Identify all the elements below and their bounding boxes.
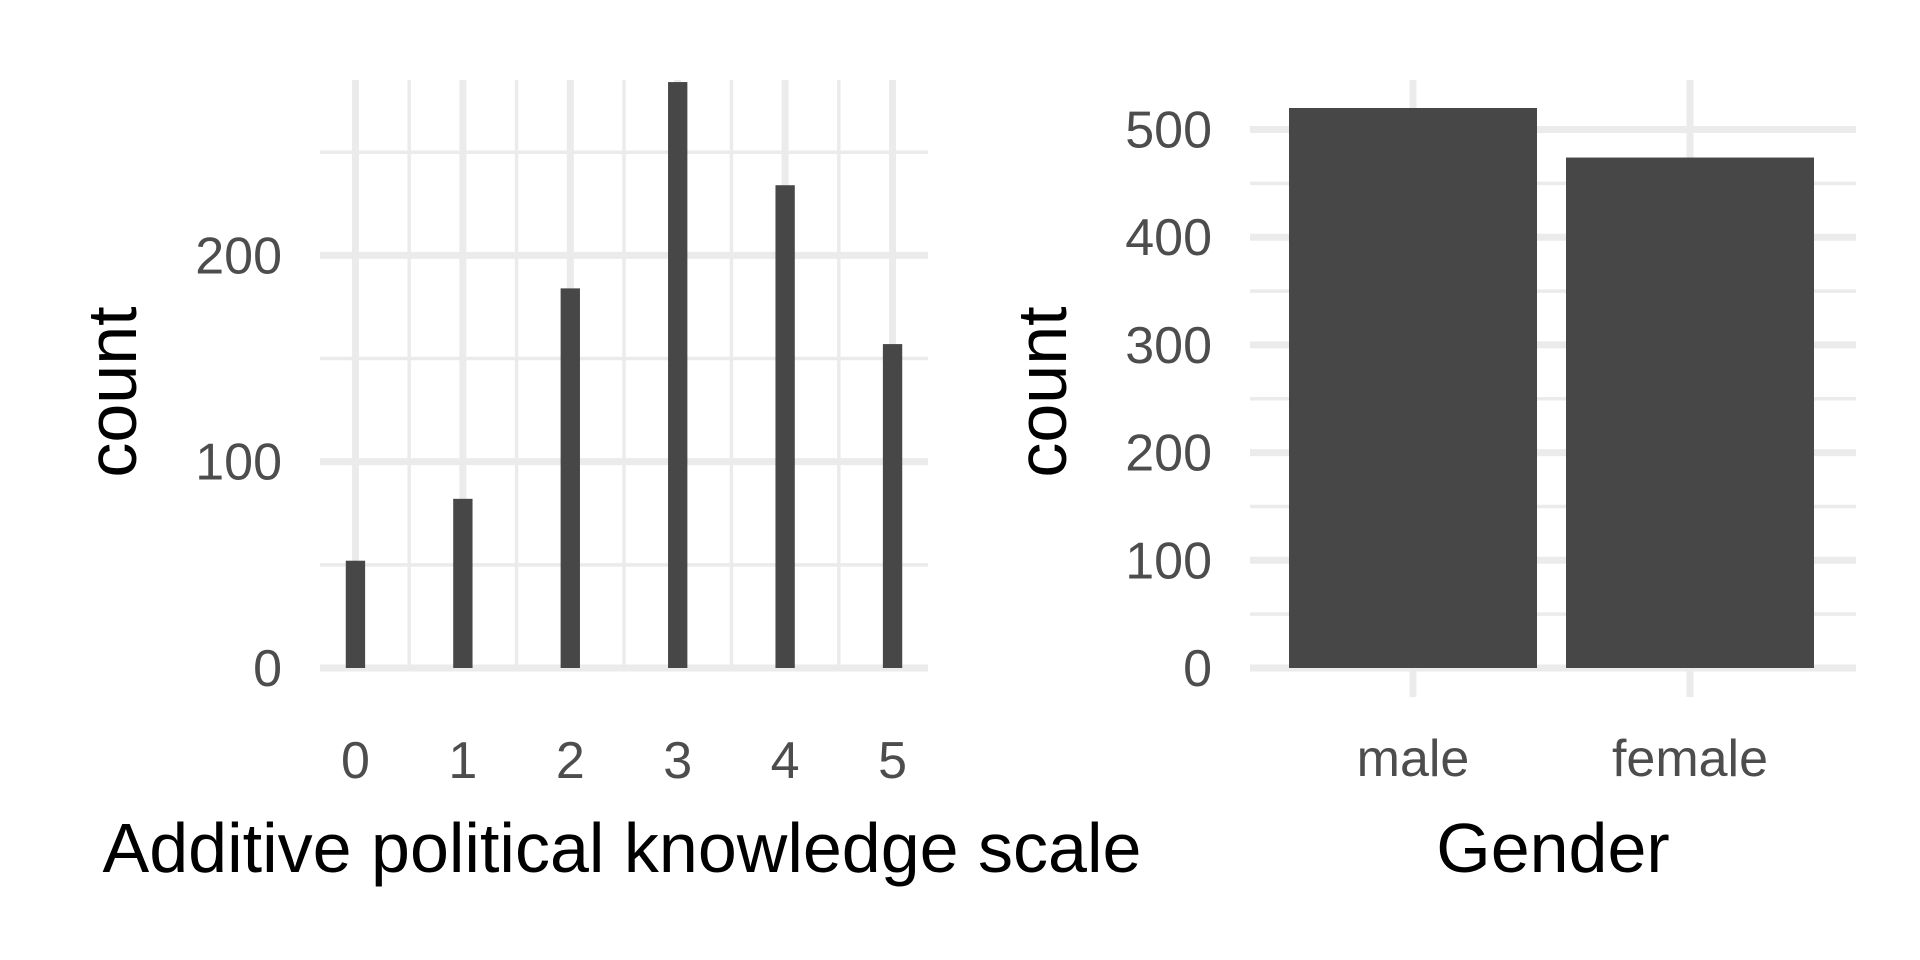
knowledge-bars [345, 82, 903, 668]
knowledge-y-tick-label: 100 [195, 434, 282, 492]
knowledge-x-axis-title: Additive political knowledge scale [103, 809, 1142, 887]
knowledge-bar-0 [345, 560, 366, 668]
gender-x-tick-labels: male female [1357, 730, 1768, 788]
gender-y-tick-labels: 0 100 200 300 400 500 [1125, 102, 1212, 698]
gender-bar-panel: 0 100 200 300 400 500 male female Gender count [1003, 80, 1856, 887]
gender-y-axis-title: count [1003, 306, 1081, 477]
gender-x-tick-label: male [1357, 730, 1470, 788]
knowledge-x-tick-label: 3 [663, 732, 692, 790]
knowledge-bar-4 [775, 185, 795, 668]
knowledge-gridlines [320, 80, 928, 672]
gender-y-tick-label: 0 [1183, 640, 1212, 698]
gender-y-tick-label: 500 [1125, 102, 1212, 160]
knowledge-y-tick-label: 0 [253, 640, 282, 698]
knowledge-x-tick-label: 4 [771, 732, 800, 790]
knowledge-bar-1 [453, 498, 473, 668]
knowledge-x-tick-labels: 0 1 2 3 4 5 [341, 732, 907, 790]
knowledge-bar-2 [560, 288, 580, 668]
knowledge-y-tick-label: 200 [195, 227, 282, 285]
gender-y-tick-label: 100 [1125, 532, 1212, 590]
knowledge-histogram-panel: 0 100 200 0 1 2 3 4 5 Additive political knowle… [73, 80, 1141, 887]
knowledge-y-axis-title: count [73, 306, 151, 477]
knowledge-y-tick-labels: 0 100 200 [195, 227, 282, 698]
knowledge-bar-3 [668, 82, 688, 668]
gender-bar-male [1289, 108, 1537, 668]
gender-x-tick-label: female [1612, 730, 1768, 788]
knowledge-x-tick-label: 1 [448, 732, 477, 790]
knowledge-x-tick-label: 5 [878, 732, 907, 790]
gender-bar-female [1566, 157, 1814, 669]
gender-y-tick-label: 300 [1125, 317, 1212, 375]
knowledge-x-tick-label: 0 [341, 732, 370, 790]
gender-x-axis-title: Gender [1436, 809, 1669, 887]
gender-y-tick-label: 200 [1125, 425, 1212, 483]
knowledge-bar-5 [882, 344, 903, 668]
gender-y-tick-label: 400 [1125, 209, 1212, 267]
gender-bars [1289, 108, 1814, 669]
knowledge-x-tick-label: 2 [556, 732, 585, 790]
